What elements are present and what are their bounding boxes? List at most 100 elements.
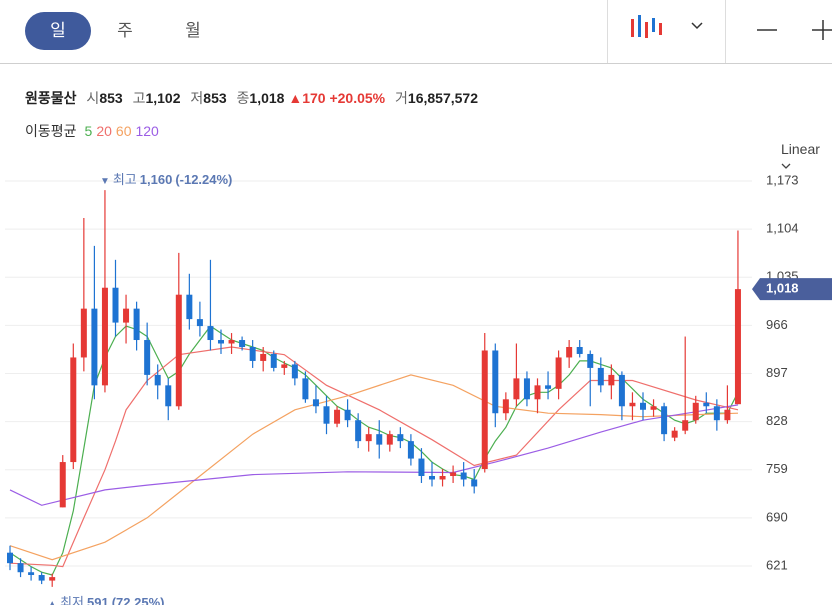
y-tick-label: 759 xyxy=(766,461,788,476)
label: 종 xyxy=(236,90,250,106)
candle-body xyxy=(249,346,256,361)
candle-body xyxy=(576,346,583,354)
candle-body xyxy=(91,308,98,386)
scale-label: Linear xyxy=(781,141,820,157)
candle-body xyxy=(450,472,457,476)
ma-legend-item: 120 xyxy=(135,123,159,139)
candle-body xyxy=(175,294,182,407)
value: 16,857,572 xyxy=(407,90,478,106)
y-tick-label: 828 xyxy=(766,413,788,428)
candle-body xyxy=(429,475,435,480)
candle-body xyxy=(545,385,552,389)
value: 853 xyxy=(99,90,123,106)
zoom-out[interactable] xyxy=(755,18,779,42)
candle-body xyxy=(566,346,573,358)
label: 시 xyxy=(86,90,100,106)
tab-month[interactable]: 월 xyxy=(185,21,201,40)
y-tick-label: 1,035 xyxy=(766,269,799,284)
candle-body xyxy=(186,294,193,320)
annotation: ▼ 최고 1,160 (-12.24%) xyxy=(100,173,232,188)
candle-body xyxy=(439,475,446,480)
annotation: ▲ 최저 591 (72.25%) xyxy=(47,595,164,605)
candle-body xyxy=(692,402,699,421)
candle-body xyxy=(323,406,330,424)
candle-body xyxy=(38,575,45,581)
ma-line xyxy=(9,374,739,561)
quote-info: 원풍물산 시853 고1,102 저853 종1,018 ▲170 +20.05… xyxy=(25,88,478,108)
dropdown-chevron[interactable] xyxy=(690,21,704,31)
candle-body xyxy=(724,409,731,421)
value: 853 xyxy=(203,90,227,106)
chart-type-icon[interactable] xyxy=(628,13,668,43)
label: 거 xyxy=(395,90,408,106)
candle-body xyxy=(534,385,541,400)
candle-body xyxy=(355,420,362,442)
candle-body xyxy=(407,441,414,459)
candle-body xyxy=(59,462,66,508)
candle-body xyxy=(418,458,425,476)
candle-body xyxy=(460,472,467,480)
tab-day[interactable]: 일 xyxy=(25,12,91,50)
candle-body xyxy=(312,399,319,407)
candle-body xyxy=(207,326,214,341)
candle-body xyxy=(196,319,203,327)
annotation-part: (72.25%) xyxy=(112,595,165,605)
price-tag xyxy=(752,278,832,301)
candle-body xyxy=(513,378,520,400)
candle-body xyxy=(376,434,383,445)
candle-body xyxy=(618,374,625,407)
candle-body xyxy=(734,289,741,405)
y-tick-label: 897 xyxy=(766,365,788,380)
price-tag-label: 1,018 xyxy=(766,281,799,296)
annotation-part: 1,160 xyxy=(140,173,173,188)
candle-body xyxy=(608,374,615,386)
candle-body xyxy=(144,340,151,375)
candle-body xyxy=(386,434,393,445)
candle-body xyxy=(587,353,594,368)
annotation-part: 591 xyxy=(87,595,109,605)
candle-body xyxy=(302,378,309,400)
candle-body xyxy=(239,340,246,347)
candle-body xyxy=(112,287,119,323)
candle-body xyxy=(80,308,87,358)
ma-items: 5 20 60 120 xyxy=(81,123,159,139)
ma-title: 이동평균 xyxy=(25,123,77,139)
ma-line xyxy=(9,325,739,576)
y-tick-label: 1,173 xyxy=(766,172,799,187)
annotation-part: 최저 xyxy=(60,595,84,605)
annotation-part: 최고 xyxy=(113,173,137,188)
toolbar: 일 주 월 xyxy=(0,0,832,64)
ma-legend-item: 20 xyxy=(96,123,112,139)
candle-body xyxy=(260,353,267,361)
ma-legend: 이동평균 5 20 60 120 xyxy=(25,121,159,141)
candle-body xyxy=(502,399,509,414)
divider xyxy=(607,0,608,63)
y-tick-label: 966 xyxy=(766,317,788,332)
label: 저 xyxy=(190,90,204,106)
candle-body xyxy=(713,406,720,421)
candle-body xyxy=(28,572,35,576)
candle-body xyxy=(70,357,77,463)
candle-body xyxy=(481,350,488,470)
candle-body xyxy=(640,402,646,410)
candle-body xyxy=(682,420,689,431)
candle-body xyxy=(101,287,108,386)
change-pct: +20.05% xyxy=(329,90,386,106)
value: 1,018 xyxy=(249,90,285,106)
y-tick-label: 690 xyxy=(766,509,788,524)
candle-body xyxy=(597,367,604,386)
scale-toggle[interactable]: Linear xyxy=(781,141,832,173)
candle-body xyxy=(291,364,298,379)
tab-week[interactable]: 주 xyxy=(117,21,133,40)
candle-body xyxy=(7,552,13,564)
zoom-in[interactable] xyxy=(812,18,832,42)
ma-legend-item: 60 xyxy=(115,123,132,139)
change: 170 xyxy=(302,90,326,106)
candle-body xyxy=(671,430,678,438)
candle-body xyxy=(123,308,130,323)
candle-body xyxy=(492,350,499,414)
candle-body xyxy=(334,409,341,424)
annotation-part: ▼ xyxy=(100,176,110,187)
candle-body xyxy=(218,340,224,344)
